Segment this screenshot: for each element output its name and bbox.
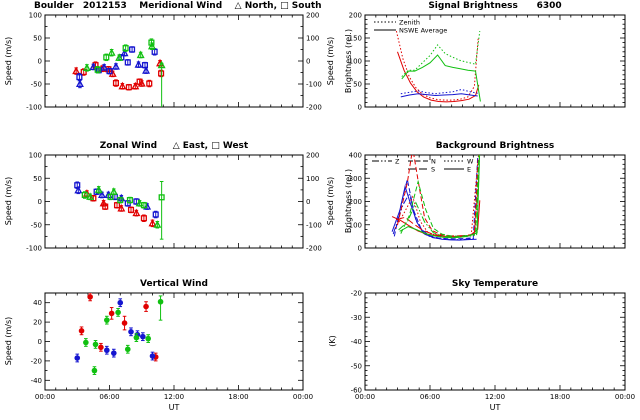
svg-text:-50: -50 (31, 81, 42, 89)
svg-text:40: 40 (33, 299, 42, 307)
svg-text:-20: -20 (31, 357, 42, 365)
svg-text:200: 200 (306, 152, 319, 160)
svg-text:50: 50 (33, 175, 42, 183)
svg-text:00:00: 00:00 (293, 393, 313, 401)
svg-text:-40: -40 (31, 377, 42, 385)
svg-text:0: 0 (358, 245, 362, 253)
svg-text:Zenith: Zenith (399, 18, 420, 26)
svg-text:-20: -20 (351, 290, 362, 298)
svg-text:N: N (431, 157, 436, 165)
svg-text:-40: -40 (351, 338, 362, 346)
meridional-wind-title: Boulder 2012153 Meridional Wind △ North,… (34, 1, 322, 11)
zonal-y2-axis-label: Speed (m/s) (326, 176, 335, 226)
svg-text:18:00: 18:00 (550, 393, 570, 401)
sky-temperature-title: Sky Temperature (451, 279, 539, 289)
svg-text:100: 100 (29, 152, 42, 160)
svg-text:-60: -60 (351, 387, 362, 395)
svg-text:-200: -200 (306, 104, 322, 112)
background-brightness-title: Background Brightness (435, 141, 555, 151)
vertical-y-axis-label: Speed (m/s) (4, 316, 13, 366)
signal-y-axis-label: Brightness (rel.) (344, 28, 353, 94)
svg-text:12:00: 12:00 (164, 393, 184, 401)
svg-text:S: S (431, 165, 435, 173)
vertical-wind-plot: 00:00 06:00 12:00 18:00 00:00 -40 -20 0 20 40 (31, 292, 313, 401)
zonal-wind-plot: -100 -50 0 50 100 -200 -100 0 100 200 (26, 152, 322, 253)
svg-text:100: 100 (306, 175, 319, 183)
svg-text:00:00: 00:00 (35, 393, 55, 401)
svg-text:0: 0 (306, 58, 310, 66)
svg-text:W: W (467, 157, 474, 165)
svg-text:E: E (467, 165, 471, 173)
svg-text:200: 200 (349, 198, 362, 206)
svg-text:200: 200 (349, 12, 362, 20)
sky-y-axis-label: (K) (328, 335, 337, 347)
svg-text:150: 150 (349, 35, 362, 43)
vertical-x-axis-label: UT (168, 403, 180, 412)
sky-temperature-plot: 00:00 06:00 12:00 18:00 00:00-60-50-40-30-20 (351, 290, 636, 402)
svg-text:100: 100 (306, 35, 319, 43)
svg-text:100: 100 (349, 58, 362, 66)
svg-text:06:00: 06:00 (99, 393, 119, 401)
svg-text:0: 0 (38, 198, 42, 206)
vertical-wind-title: Vertical Wind (140, 279, 208, 289)
zonal-y-axis-label: Speed (m/s) (4, 176, 13, 226)
svg-text:0: 0 (38, 338, 42, 346)
svg-text:-100: -100 (26, 245, 42, 253)
meridional-y-axis-label: Speed (m/s) (4, 36, 13, 86)
svg-text:-30: -30 (351, 314, 362, 322)
svg-text:100: 100 (349, 221, 362, 229)
meridional-wind-plot: -100 -50 0 50 100 -200 -100 0 100 200 (26, 12, 322, 112)
svg-text:Z: Z (395, 157, 400, 165)
svg-text:00:00: 00:00 (615, 393, 635, 401)
signal-brightness-title: Signal Brightness 6300 (428, 1, 562, 11)
svg-text:0: 0 (358, 104, 362, 112)
svg-text:-50: -50 (31, 221, 42, 229)
svg-text:00:00: 00:00 (355, 393, 375, 401)
zonal-wind-title: Zonal Wind △ East, □ West (99, 141, 249, 151)
svg-text:0: 0 (38, 58, 42, 66)
sky-x-axis-label: UT (489, 403, 501, 412)
svg-text:06:00: 06:00 (420, 393, 440, 401)
svg-text:-100: -100 (26, 104, 42, 112)
svg-text:50: 50 (353, 81, 362, 89)
svg-text:20: 20 (33, 319, 42, 327)
svg-text:-200: -200 (306, 245, 322, 253)
svg-text:0: 0 (306, 198, 310, 206)
svg-text:50: 50 (33, 35, 42, 43)
svg-text:18:00: 18:00 (228, 393, 248, 401)
svg-text:400: 400 (349, 152, 362, 160)
svg-text:NSWE Average: NSWE Average (399, 26, 447, 34)
svg-text:-100: -100 (306, 81, 322, 89)
svg-text:-100: -100 (306, 221, 322, 229)
svg-text:300: 300 (349, 175, 362, 183)
svg-text:-50: -50 (351, 362, 362, 370)
svg-text:12:00: 12:00 (485, 393, 505, 401)
meridional-y2-axis-label: Speed (m/s) (326, 36, 335, 86)
background-brightness-plot: 0 100 200 300 400 Z NS WE (349, 152, 626, 253)
svg-text:200: 200 (306, 12, 319, 20)
background-y-axis-label: Brightness (rel.) (344, 168, 353, 234)
svg-text:100: 100 (29, 12, 42, 20)
